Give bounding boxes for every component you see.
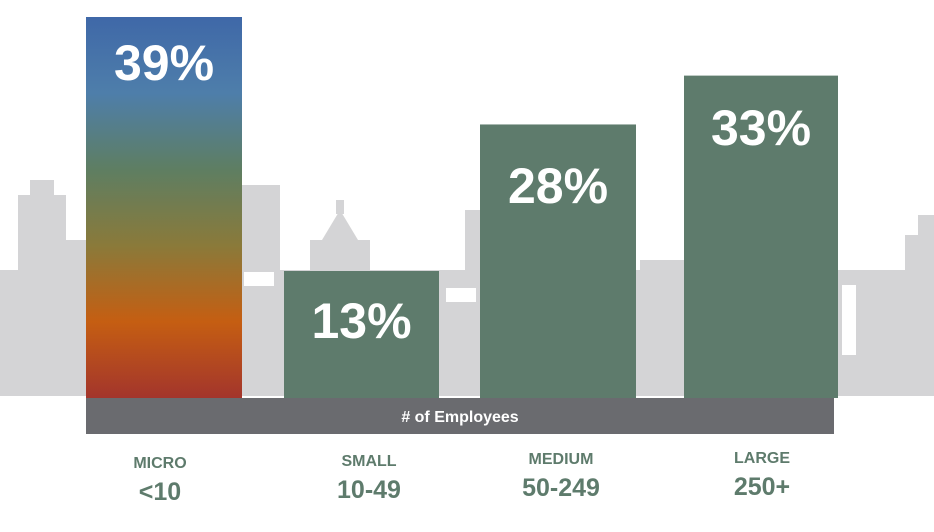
bar-value-label-medium: 28% — [508, 158, 608, 214]
category-name-medium: MEDIUM — [529, 451, 594, 468]
bar-value-label-large: 33% — [711, 100, 811, 156]
bar-value-label-small: 13% — [311, 293, 411, 349]
x-axis-band — [86, 398, 834, 434]
bar-value-label-micro: 39% — [114, 35, 214, 91]
category-range-small: 10-49 — [337, 476, 401, 504]
bars-group — [86, 17, 838, 398]
bar-small — [284, 271, 439, 398]
bar-value-labels: 39% 13% 28% 33% — [114, 35, 811, 349]
bar-large — [684, 75, 838, 398]
category-name-large: LARGE — [734, 450, 790, 467]
bar-micro — [86, 17, 242, 398]
category-range-micro: <10 — [139, 478, 181, 506]
category-labels: MICRO <10 SMALL 10-49 MEDIUM 50-249 LARGE 250+ — [133, 450, 790, 506]
category-range-large: 250+ — [734, 473, 790, 501]
bar-medium — [480, 124, 636, 398]
category-name-micro: MICRO — [133, 455, 186, 472]
x-axis-label: # of Employees — [401, 409, 518, 426]
category-name-small: SMALL — [341, 453, 396, 470]
category-range-medium: 50-249 — [522, 474, 600, 502]
